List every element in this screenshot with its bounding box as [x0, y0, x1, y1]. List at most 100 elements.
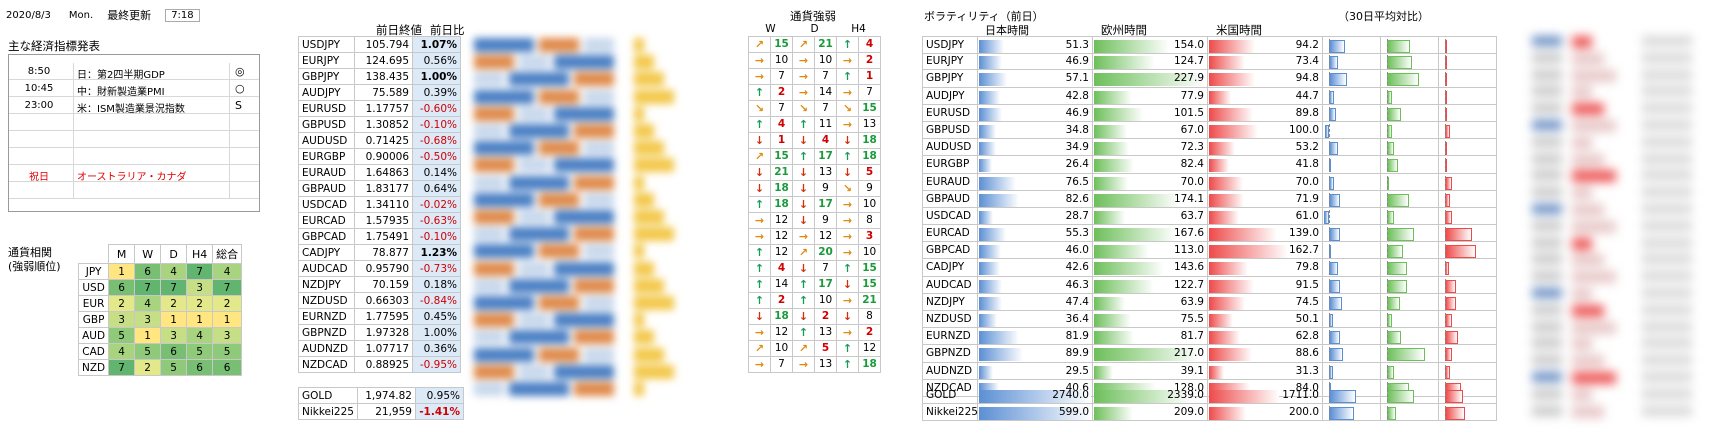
blurred-block [519, 210, 549, 224]
vol-pair-name: EURCAD [922, 225, 978, 243]
strength-arrow-cell: → [748, 67, 771, 85]
strength-rank: 17 [814, 275, 837, 293]
vol-value: 167.6 [1173, 227, 1204, 240]
vol-ratio-cell [1323, 276, 1381, 294]
blurred-block [574, 72, 614, 87]
arrow-up-icon: ↑ [798, 117, 809, 131]
strength-row: ↑ 4 ↑ 11 → 13 [748, 115, 881, 133]
corr-row: NZD 7 2 5 6 6 [77, 359, 243, 376]
pairs-table: USDJPY 105.794 1.07% EURJPY 124.695 0.56% GBPJ… [298, 36, 461, 373]
pair-row: NZDJPY 70.159 0.18% [298, 276, 461, 293]
vol-value: 67.0 [1180, 123, 1204, 136]
vol-cell: 57.1 [978, 70, 1093, 88]
vol-bar [1094, 407, 1133, 421]
strength-arrow-cell: → [748, 227, 771, 245]
vol-bar [1094, 296, 1126, 310]
vol-ratio-bar [1445, 407, 1465, 421]
pair-row: Nikkei225 21,959 -1.41% [298, 403, 464, 420]
blurred-block [539, 38, 579, 52]
vol-value: 46.0 [1065, 244, 1089, 257]
vol-value: 34.8 [1065, 123, 1089, 136]
econ-time: 23:00 [24, 100, 54, 111]
strength-rank: 1 [858, 67, 881, 85]
blurred-block [554, 261, 614, 276]
strength-rank: 17 [814, 195, 837, 213]
pair-name: EURCAD [298, 212, 355, 229]
vol-bar [1209, 159, 1230, 173]
blurred-block [1642, 69, 1692, 80]
vol-value: 71.9 [1295, 192, 1319, 205]
blurred-block [1572, 372, 1616, 384]
econ-divider [229, 80, 230, 97]
vol-bar [979, 348, 1023, 362]
col-close-header: 前日終値 [376, 23, 422, 37]
corr-rank: 5 [108, 327, 136, 344]
strength-arrow-cell: ↑ [836, 35, 859, 53]
pair-close: 124.695 [354, 52, 413, 69]
pair-close: 1.97328 [354, 324, 413, 341]
pair-row: GBPJPY 138.435 1.00% [298, 68, 461, 85]
blurred-block [584, 89, 614, 104]
vol-ratio-axis [1329, 244, 1330, 258]
strength-rank: 18 [858, 147, 881, 165]
vol-bar [1209, 90, 1231, 104]
vol-ratio-axis [1329, 158, 1330, 172]
strength-rank: 12 [770, 323, 793, 341]
vol-ratio-cell [1439, 121, 1497, 140]
blurred-block [1532, 237, 1562, 248]
arrow-up-icon: ↑ [754, 277, 765, 291]
vol-ratio-cell [1323, 53, 1381, 71]
vol-value: 79.8 [1295, 261, 1319, 274]
vol-bar [1209, 107, 1253, 121]
vol-cell: 81.9 [978, 328, 1093, 346]
strength-arrow-cell: → [836, 323, 859, 341]
blurred-block [584, 38, 614, 52]
corr-row: JPY 1 6 4 7 4 [77, 263, 243, 280]
strength-arrow-cell: ↓ [792, 259, 815, 277]
blurred-block [474, 175, 504, 190]
corr-corner [79, 245, 109, 264]
vol-ratio-axis [1387, 39, 1388, 52]
vol-bar [979, 90, 1000, 104]
strength-arrow-cell: ↑ [792, 291, 815, 309]
vol-pair-name: EURJPY [922, 53, 978, 71]
blurred-block [1572, 220, 1616, 233]
vol-cell: 82.4 [1093, 156, 1208, 174]
pair-change: 0.56% [412, 52, 461, 69]
pair-name: USDCAD [298, 196, 355, 213]
blurred-block [1572, 86, 1592, 99]
strength-arrow-cell: → [748, 51, 771, 69]
blurred-block [574, 227, 614, 242]
vol-value: 63.7 [1180, 209, 1204, 222]
vol-bar [979, 279, 1002, 293]
strength-row: ↓ 1 ↓ 4 ↓ 18 [748, 131, 881, 149]
vol-bar [979, 193, 1020, 207]
corr-rank: 7 [212, 279, 243, 296]
vol-bar [979, 40, 1004, 53]
vol-bar [1209, 228, 1277, 242]
vol-ratio-cell [1381, 37, 1439, 55]
strength-arrow-cell: → [792, 227, 815, 245]
vol-ratio-axis [1329, 295, 1330, 309]
vol-cell: 63.7 [1093, 207, 1208, 226]
strength-rank: 11 [814, 115, 837, 133]
strength-rank: 7 [814, 67, 837, 85]
blurred-block [554, 158, 614, 173]
vol-value: 28.7 [1065, 209, 1089, 222]
blurred-block [509, 227, 569, 242]
econ-row [9, 182, 259, 199]
vol-bar [1094, 193, 1179, 207]
strength-arrow-cell: ↑ [836, 355, 859, 373]
strength-arrow-cell: ↘ [836, 99, 859, 117]
vol-ratio-cell [1381, 242, 1439, 260]
vol-ratio-axis [1445, 364, 1446, 378]
vol-ratio-axis [1329, 55, 1330, 69]
corr-rank: 3 [212, 327, 243, 344]
vol-cell: 94.8 [1208, 70, 1323, 88]
corr-rank: 4 [134, 295, 162, 312]
vol-value: 50.1 [1295, 313, 1319, 325]
strength-rank: 10 [770, 51, 793, 69]
blurred-block [1572, 321, 1616, 334]
vol-bar [1094, 245, 1149, 259]
strength-arrow-cell: → [792, 67, 815, 85]
